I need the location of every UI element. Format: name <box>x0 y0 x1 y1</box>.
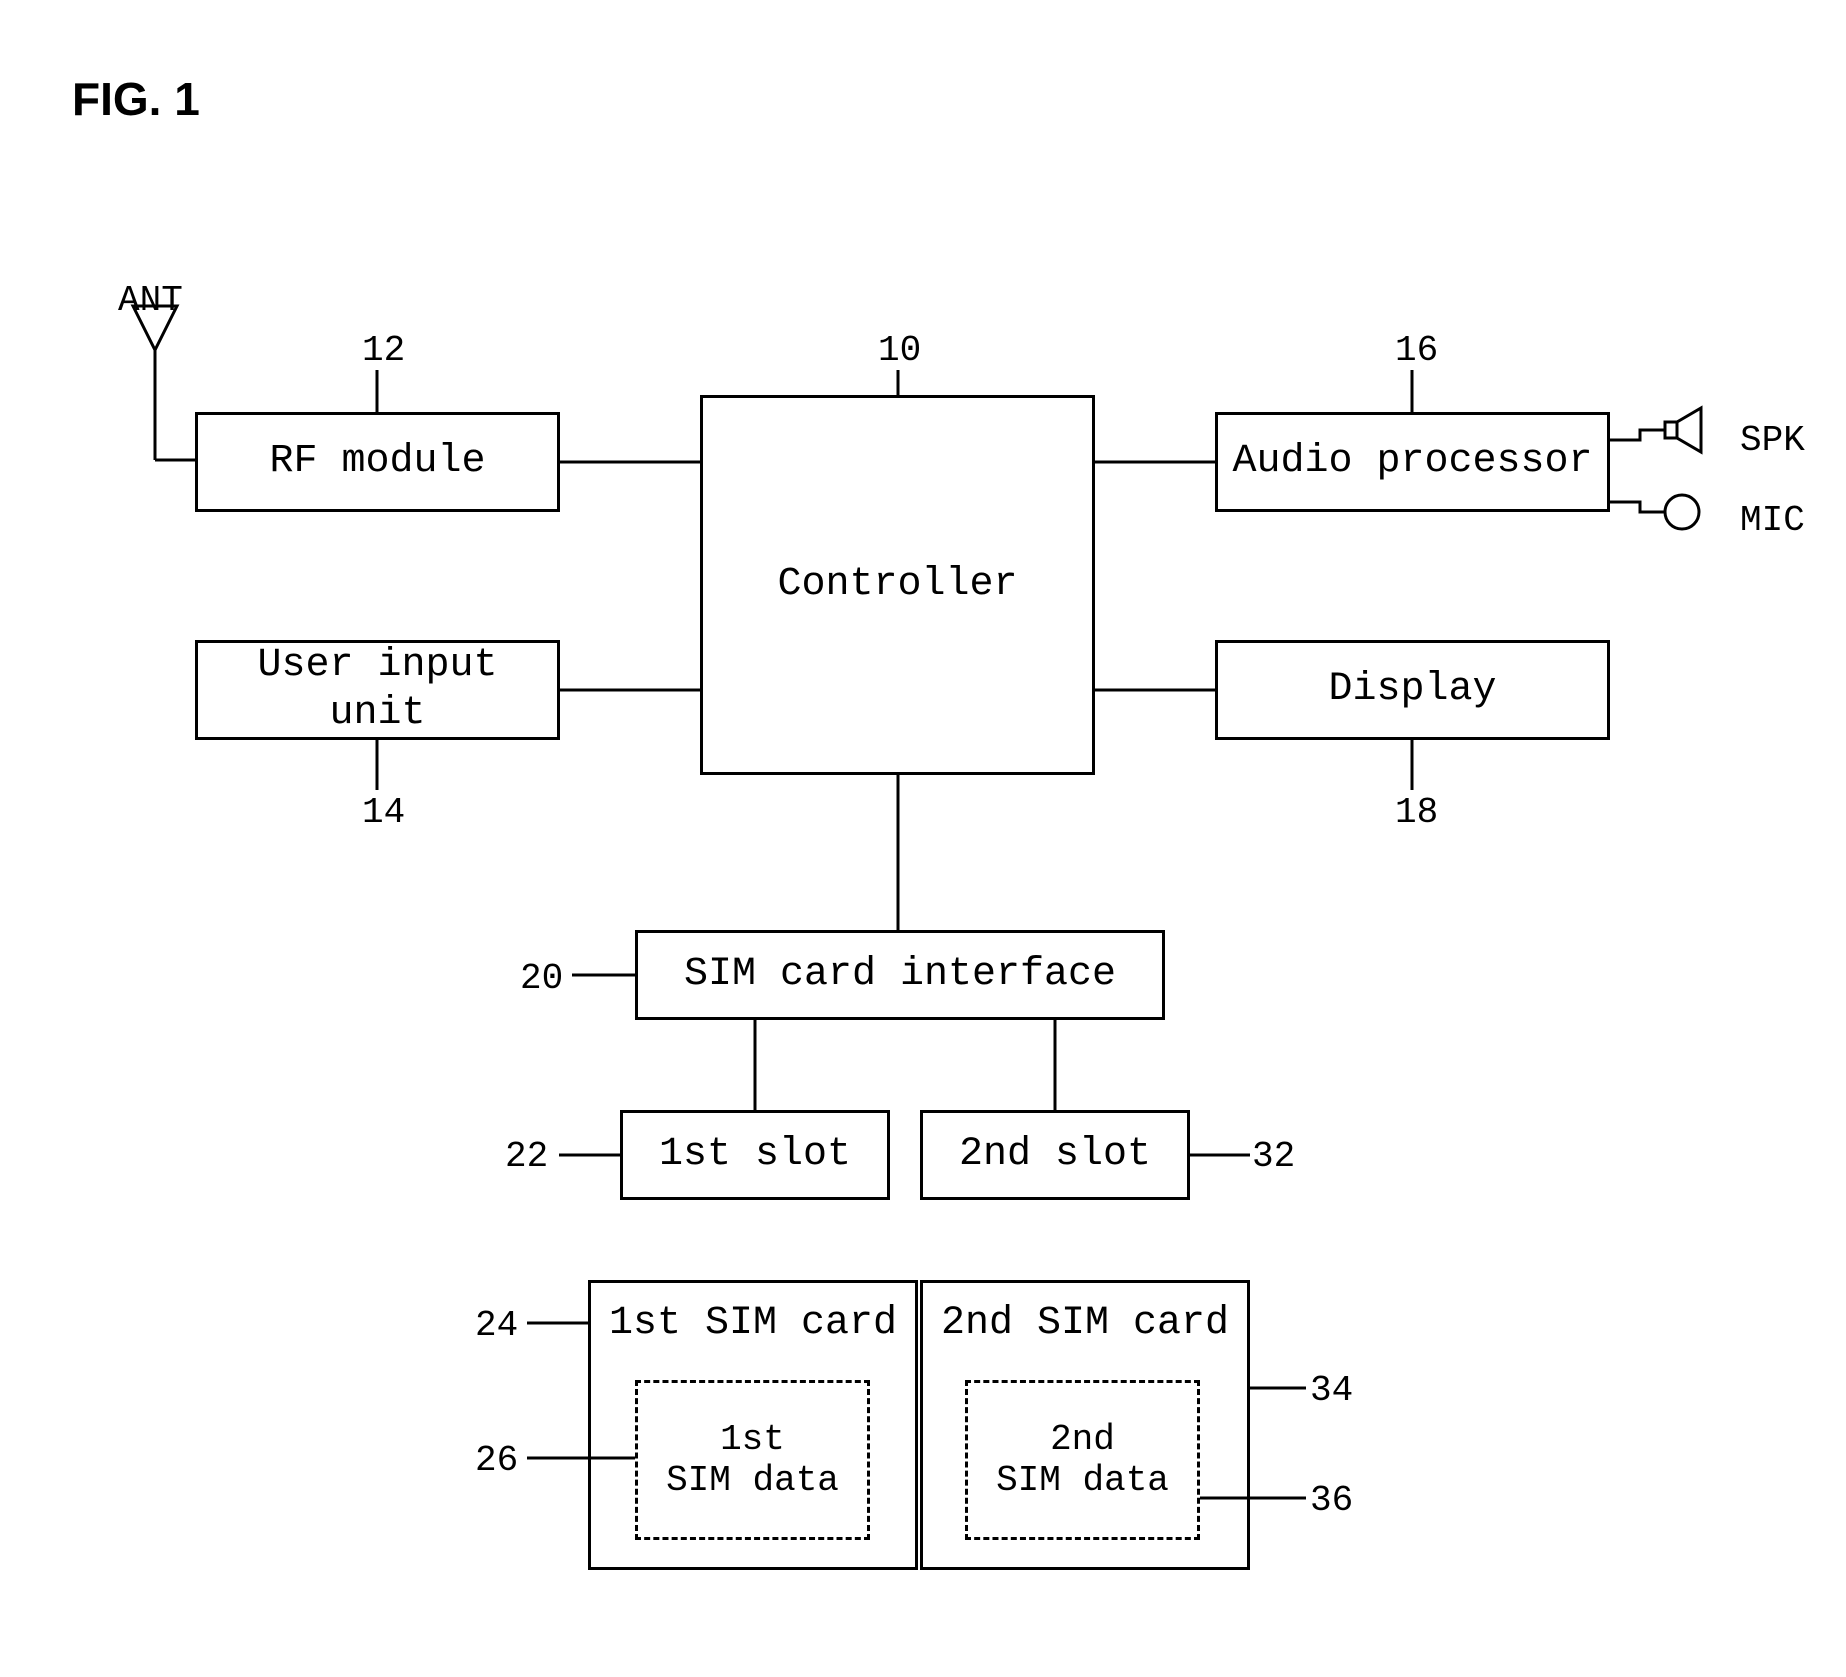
sim-card2-title: 2nd SIM card <box>923 1283 1247 1346</box>
refnum-26: 26 <box>475 1440 518 1481</box>
sim-data1-box: 1st SIM data <box>635 1380 870 1540</box>
refnum-34: 34 <box>1310 1370 1353 1411</box>
refnum-12: 12 <box>362 330 405 371</box>
sim-card1-title: 1st SIM card <box>591 1283 915 1346</box>
slot1-box: 1st slot <box>620 1110 890 1200</box>
figure-title: FIG. 1 <box>72 72 200 126</box>
slot1-label: 1st slot <box>659 1131 851 1179</box>
spk-label: SPK <box>1740 420 1805 461</box>
audio-processor-label: Audio processor <box>1232 438 1592 486</box>
refnum-18: 18 <box>1395 792 1438 833</box>
mic-label: MIC <box>1740 500 1805 541</box>
refnum-16: 16 <box>1395 330 1438 371</box>
audio-processor-box: Audio processor <box>1215 412 1610 512</box>
sim-data1-label: 1st SIM data <box>666 1419 839 1501</box>
user-input-label: User input unit <box>198 642 557 738</box>
slot2-label: 2nd slot <box>959 1131 1151 1179</box>
rf-module-box: RF module <box>195 412 560 512</box>
ant-label: ANT <box>118 280 183 321</box>
refnum-24: 24 <box>475 1305 518 1346</box>
display-label: Display <box>1328 666 1496 714</box>
refnum-22: 22 <box>505 1136 548 1177</box>
refnum-14: 14 <box>362 792 405 833</box>
sim-data2-box: 2nd SIM data <box>965 1380 1200 1540</box>
user-input-box: User input unit <box>195 640 560 740</box>
controller-box: Controller <box>700 395 1095 775</box>
rf-module-label: RF module <box>269 438 485 486</box>
sim-data2-label: 2nd SIM data <box>996 1419 1169 1501</box>
display-box: Display <box>1215 640 1610 740</box>
refnum-32: 32 <box>1252 1136 1295 1177</box>
refnum-10: 10 <box>878 330 921 371</box>
refnum-20: 20 <box>520 958 563 999</box>
sim-interface-box: SIM card interface <box>635 930 1165 1020</box>
sim-interface-label: SIM card interface <box>684 951 1116 999</box>
slot2-box: 2nd slot <box>920 1110 1190 1200</box>
refnum-36: 36 <box>1310 1480 1353 1521</box>
diagram-canvas: FIG. 1 RF module Controller Audio proces… <box>0 0 1846 1677</box>
controller-label: Controller <box>777 561 1017 609</box>
